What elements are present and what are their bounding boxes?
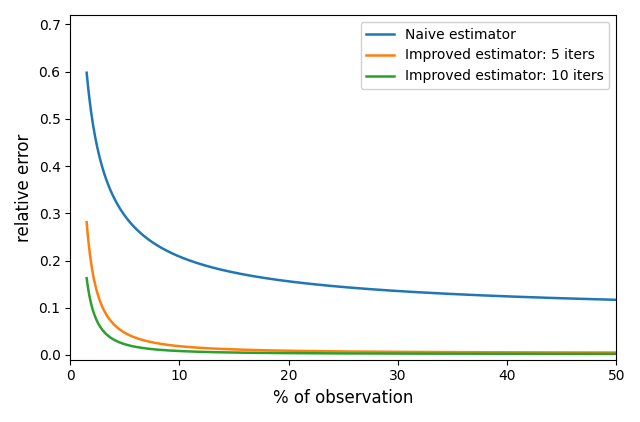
Improved estimator: 5 iters: (41.3, 0.00563): 5 iters: (41.3, 0.00563) (517, 350, 525, 355)
Naive estimator (612, 297, 620, 302)
Improved estimator: 5 iters: (1.5, 0.281): 5 iters: (1.5, 0.281) (83, 219, 90, 225)
X-axis label: % of observation: % of observation (273, 389, 413, 407)
Naive estimator (369, 287, 377, 292)
Line: Improved estimator: 10 iters: Improved estimator: 10 iters (86, 278, 616, 354)
Naive estimator (83, 70, 90, 75)
Improved estimator: 10 iters: (27.7, 0.00313): 10 iters: (27.7, 0.00313) (369, 351, 377, 356)
Y-axis label: relative error: relative error (15, 133, 33, 241)
Line: Improved estimator: 5 iters: Improved estimator: 5 iters (86, 222, 616, 352)
Legend: Naive estimator, Improved estimator: 5 iters, Improved estimator: 10 iters: Naive estimator, Improved estimator: 5 i… (360, 22, 609, 89)
Naive estimator (337, 284, 345, 289)
Naive estimator (334, 284, 342, 289)
Improved estimator: 5 iters: (50, 0.00521): 5 iters: (50, 0.00521) (612, 350, 620, 355)
Improved estimator: 10 iters: (50, 0.00241): 10 iters: (50, 0.00241) (612, 352, 620, 357)
Improved estimator: 10 iters: (24.5, 0.00339): 10 iters: (24.5, 0.00339) (334, 351, 342, 356)
Improved estimator: 5 iters: (24.5, 0.00765): 5 iters: (24.5, 0.00765) (334, 349, 342, 354)
Naive estimator (398, 289, 406, 294)
Line: Naive estimator: Naive estimator (86, 73, 616, 300)
Improved estimator: 10 iters: (48.8, 0.00243): 10 iters: (48.8, 0.00243) (600, 352, 607, 357)
Improved estimator: 5 iters: (30.4, 0.00662): 5 iters: (30.4, 0.00662) (398, 349, 406, 354)
Naive estimator (517, 295, 525, 300)
Improved estimator: 10 iters: (1.5, 0.163): 10 iters: (1.5, 0.163) (83, 276, 90, 281)
Improved estimator: 5 iters: (48.8, 0.00525): 5 iters: (48.8, 0.00525) (600, 350, 607, 355)
Improved estimator: 5 iters: (27.7, 0.00701): 5 iters: (27.7, 0.00701) (369, 349, 377, 354)
Improved estimator: 10 iters: (41.3, 0.00257): 10 iters: (41.3, 0.00257) (517, 351, 525, 356)
Naive estimator (600, 297, 607, 302)
Improved estimator: 5 iters: (24.8, 0.00758): 5 iters: (24.8, 0.00758) (337, 349, 345, 354)
Improved estimator: 10 iters: (30.4, 0.00297): 10 iters: (30.4, 0.00297) (398, 351, 406, 356)
Improved estimator: 10 iters: (24.8, 0.00336): 10 iters: (24.8, 0.00336) (337, 351, 345, 356)
